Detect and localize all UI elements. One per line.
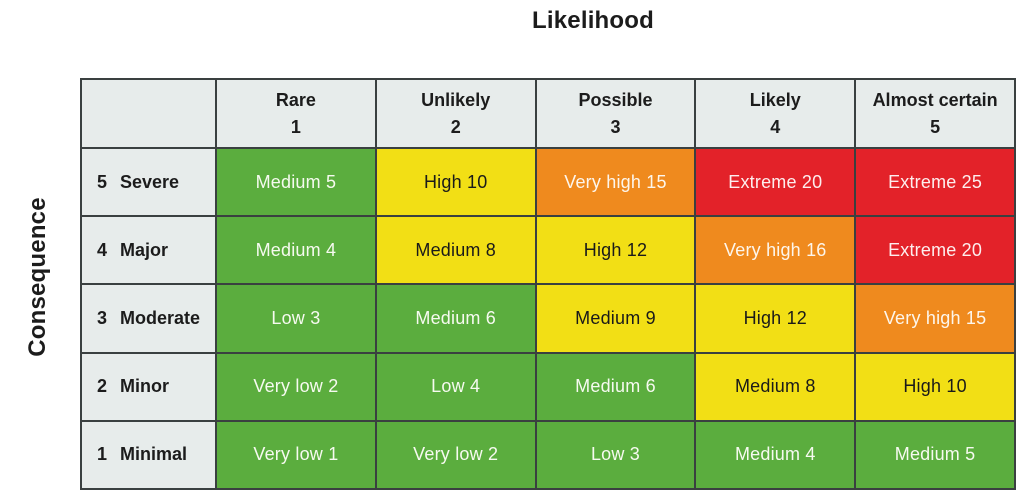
y-axis-label-consequence: Consequence <box>24 197 51 357</box>
risk-cell-extreme-20: Extreme 20 <box>854 215 1016 286</box>
row-header-inner: 1 Minimal <box>82 444 215 465</box>
risk-cell-low-3: Low 3 <box>534 419 697 491</box>
risk-cell-high-12: High 12 <box>534 215 697 286</box>
matrix-row-minor: 2 Minor Very low 2 Low 4 Medium 6 Medium 8 Hig… <box>80 351 1016 422</box>
risk-cell-extreme-20: Extreme 20 <box>694 146 857 218</box>
risk-cell-medium-4: Medium 4 <box>694 419 857 491</box>
row-header-inner: 5 Severe <box>82 172 215 193</box>
column-header-label: Unlikely <box>421 90 491 111</box>
row-header-label: Major <box>120 239 169 260</box>
row-header-label: Moderate <box>120 307 201 328</box>
column-header-rare: Rare 1 <box>215 78 377 149</box>
row-header-label: Minor <box>120 376 170 397</box>
column-header-number: 1 <box>290 116 301 137</box>
row-header-label: Severe <box>120 171 180 192</box>
row-header-major: 4 Major <box>80 215 217 286</box>
column-header-possible: Possible 3 <box>534 78 697 149</box>
row-header-number: 3 <box>97 307 108 328</box>
chart-title-likelihood: Likelihood <box>532 7 654 34</box>
row-header-number: 1 <box>97 444 108 465</box>
risk-cell-very-low-1: Very low 1 <box>215 419 377 491</box>
risk-cell-medium-6: Medium 6 <box>374 283 537 354</box>
row-header-inner: 3 Moderate <box>82 308 215 329</box>
matrix-row-severe: 5 Severe Medium 5 High 10 Very high 15 Extrem… <box>80 146 1016 218</box>
column-header-label: Possible <box>578 90 653 111</box>
risk-cell-low-3: Low 3 <box>215 283 377 354</box>
risk-cell-low-4: Low 4 <box>374 351 537 422</box>
risk-cell-very-low-2: Very low 2 <box>374 419 537 491</box>
column-header-label: Likely <box>749 90 801 111</box>
risk-cell-very-low-2: Very low 2 <box>215 351 377 422</box>
risk-cell-very-high-15: Very high 15 <box>854 283 1016 354</box>
risk-cell-medium-8: Medium 8 <box>694 351 857 422</box>
risk-cell-high-10: High 10 <box>374 146 537 218</box>
risk-cell-extreme-25: Extreme 25 <box>854 146 1016 218</box>
risk-cell-very-high-16: Very high 16 <box>694 215 857 286</box>
row-header-label: Minimal <box>120 444 188 465</box>
row-header-severe: 5 Severe <box>80 146 217 218</box>
column-header-number: 4 <box>770 116 781 137</box>
risk-cell-medium-6: Medium 6 <box>534 351 697 422</box>
row-header-number: 5 <box>97 171 108 192</box>
corner-cell <box>80 78 217 149</box>
risk-cell-medium-9: Medium 9 <box>534 283 697 354</box>
column-header-label: Rare <box>275 90 316 111</box>
column-header-number: 5 <box>930 116 941 137</box>
matrix-body: 5 Severe Medium 5 High 10 Very high 15 Extrem… <box>80 146 1016 491</box>
column-header-label: Almost certain <box>872 90 998 111</box>
risk-cell-medium-5: Medium 5 <box>215 146 377 218</box>
matrix-row-minimal: 1 Minimal Very low 1 Very low 2 Low 3 Medium … <box>80 419 1016 491</box>
row-header-moderate: 3 Moderate <box>80 283 217 354</box>
matrix-row-moderate: 3 Moderate Low 3 Medium 6 Medium 9 High 12 Ver… <box>80 283 1016 354</box>
matrix-row-major: 4 Major Medium 4 Medium 8 High 12 Very high 1… <box>80 215 1016 286</box>
risk-cell-medium-5: Medium 5 <box>854 419 1016 491</box>
risk-cell-high-12: High 12 <box>694 283 857 354</box>
row-header-inner: 2 Minor <box>82 376 215 397</box>
risk-cell-medium-8: Medium 8 <box>374 215 537 286</box>
column-header-likely: Likely 4 <box>694 78 857 149</box>
row-header-inner: 4 Major <box>82 240 215 261</box>
matrix-header-row: Rare 1 Unlikely 2 Possible 3 Likely 4 Almost cer… <box>80 78 1016 149</box>
row-header-number: 4 <box>97 239 108 260</box>
column-header-unlikely: Unlikely 2 <box>374 78 537 149</box>
row-header-number: 2 <box>97 376 108 397</box>
risk-cell-high-10: High 10 <box>854 351 1016 422</box>
row-header-minor: 2 Minor <box>80 351 217 422</box>
column-header-number: 2 <box>450 116 461 137</box>
risk-cell-very-high-15: Very high 15 <box>534 146 697 218</box>
risk-cell-medium-4: Medium 4 <box>215 215 377 286</box>
column-header-almost-certain: Almost certain 5 <box>854 78 1016 149</box>
risk-matrix-table: Rare 1 Unlikely 2 Possible 3 Likely 4 Almost cer… <box>80 78 1016 491</box>
row-header-minimal: 1 Minimal <box>80 419 217 491</box>
column-header-number: 3 <box>610 116 621 137</box>
